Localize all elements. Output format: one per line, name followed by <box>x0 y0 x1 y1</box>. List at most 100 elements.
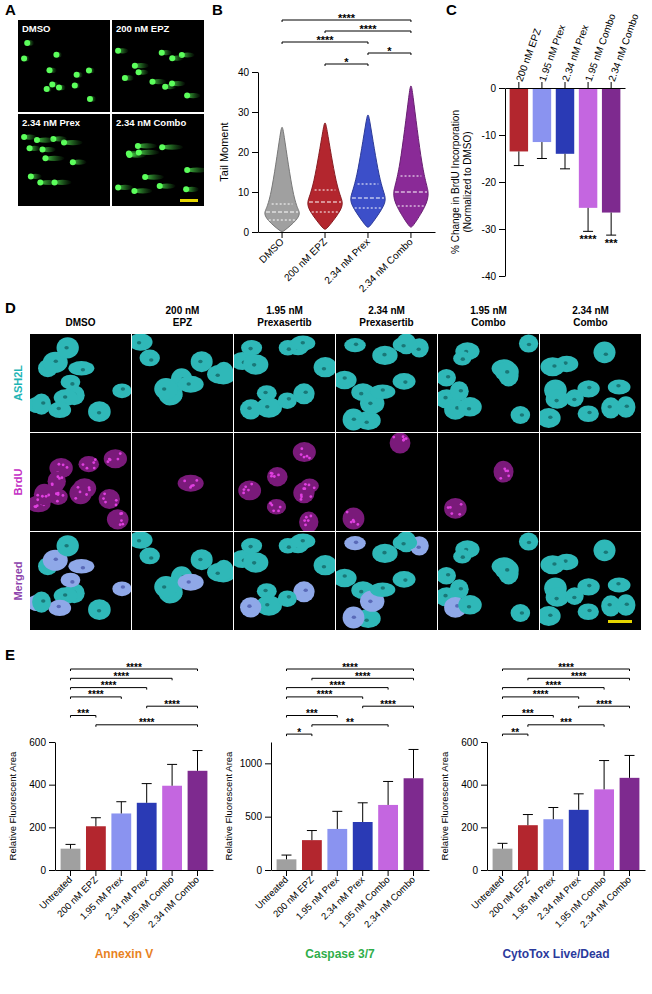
nucleus <box>112 581 131 596</box>
nucleolus <box>162 585 166 589</box>
y-axis-title: Relative Fluorescent Area <box>439 751 450 860</box>
brdu-focus <box>102 497 105 500</box>
nucleus <box>68 361 94 376</box>
comet-image: 2.34 nM Combo <box>112 114 208 206</box>
panel-letter: A <box>5 1 16 18</box>
nucleus <box>243 354 268 374</box>
image-background <box>18 114 110 206</box>
tick-label: 2.34 nM Combo <box>357 236 415 294</box>
brdu-focus <box>269 502 272 505</box>
bar <box>579 88 597 208</box>
nucleus <box>240 399 261 419</box>
nucleus <box>132 532 153 549</box>
tick-mark <box>311 870 312 876</box>
brdu-focus <box>47 494 50 497</box>
nucleolus <box>505 568 509 572</box>
significance-brackets: *************************** <box>70 662 197 729</box>
nucleolus <box>625 602 629 606</box>
tick-mark <box>499 135 505 136</box>
nucleolus <box>381 586 385 590</box>
brdu-focus <box>36 498 39 501</box>
tick: 200 nM EPZ <box>282 232 329 283</box>
tick: 200 <box>461 822 487 833</box>
image-background <box>234 433 335 531</box>
error-bar <box>548 807 558 819</box>
significance-label: **** <box>580 233 598 245</box>
nucleus <box>207 563 232 582</box>
nucleolus <box>41 401 45 405</box>
nucleus <box>438 369 456 386</box>
nucleus <box>61 375 81 390</box>
nucleus <box>73 478 96 498</box>
tick-mark <box>611 82 612 88</box>
comet-head <box>127 152 133 158</box>
y-axis: 010203040 <box>238 67 259 238</box>
nucleolus <box>548 415 552 419</box>
significance-label: **** <box>338 12 356 24</box>
significance-label: **** <box>164 699 180 710</box>
tick-label: -20 <box>482 177 497 188</box>
comet-layer <box>115 143 204 194</box>
nucleus <box>88 599 111 620</box>
bar <box>188 771 208 870</box>
nucleus <box>343 607 365 629</box>
nucleolus <box>417 545 421 549</box>
tick-mark <box>481 870 487 871</box>
error-bar <box>560 154 570 169</box>
median-line <box>309 201 341 202</box>
nucleolus <box>548 613 552 617</box>
nucleolus <box>403 578 407 582</box>
bar <box>556 88 574 154</box>
tick-label: 0 <box>490 83 496 94</box>
tick-label: 200 <box>29 822 46 833</box>
nucleolus <box>520 611 524 615</box>
nucleus <box>34 484 55 505</box>
error-bar <box>332 811 342 829</box>
nucleolus <box>287 397 291 401</box>
brdu-focus <box>449 506 452 509</box>
tick: 40 <box>238 67 258 78</box>
tick: -30 <box>482 224 505 235</box>
tick-label: 2.34 nM Combo <box>362 874 418 930</box>
brdu-focus <box>460 503 463 506</box>
microscopy-image <box>333 333 437 432</box>
nucleolus <box>97 411 101 415</box>
nucleus <box>336 569 357 588</box>
significance-label: * <box>297 727 301 738</box>
nucleus <box>68 559 94 574</box>
bar <box>353 822 373 870</box>
nucleus <box>48 402 71 418</box>
error-bar <box>167 764 177 785</box>
nucleolus <box>248 347 252 351</box>
nucleus <box>267 467 288 486</box>
tick-label: 600 <box>29 737 46 748</box>
brdu-focus <box>62 494 65 497</box>
comet-layer <box>21 134 86 185</box>
microscopy-image <box>537 532 641 630</box>
brdu-focus <box>119 523 122 526</box>
nucleolus <box>97 609 101 613</box>
nucleolus <box>520 413 524 417</box>
tick-mark <box>527 870 528 876</box>
image-background <box>234 532 335 630</box>
microscopy-image <box>435 532 539 630</box>
error-bar <box>409 749 419 778</box>
comet-head <box>53 52 59 58</box>
y-axis-title: Tail Moment <box>218 122 230 181</box>
nucleolus <box>343 376 347 380</box>
microscopy-image <box>26 334 131 432</box>
nucleolus <box>343 574 347 578</box>
nucleolus <box>149 556 153 560</box>
microscopy-image <box>435 334 539 432</box>
comet-head <box>183 186 189 192</box>
microscopy-image <box>128 531 235 630</box>
significance-brackets: ************** <box>282 12 411 68</box>
tick-label: 30 <box>238 107 250 118</box>
microscopy-image <box>540 433 641 531</box>
nucleolus <box>354 541 358 545</box>
tick-mark <box>49 870 55 871</box>
nucleus <box>608 577 631 592</box>
nucleolus <box>625 404 629 408</box>
nucleus <box>438 567 456 584</box>
row-label: BrdU <box>12 469 24 496</box>
